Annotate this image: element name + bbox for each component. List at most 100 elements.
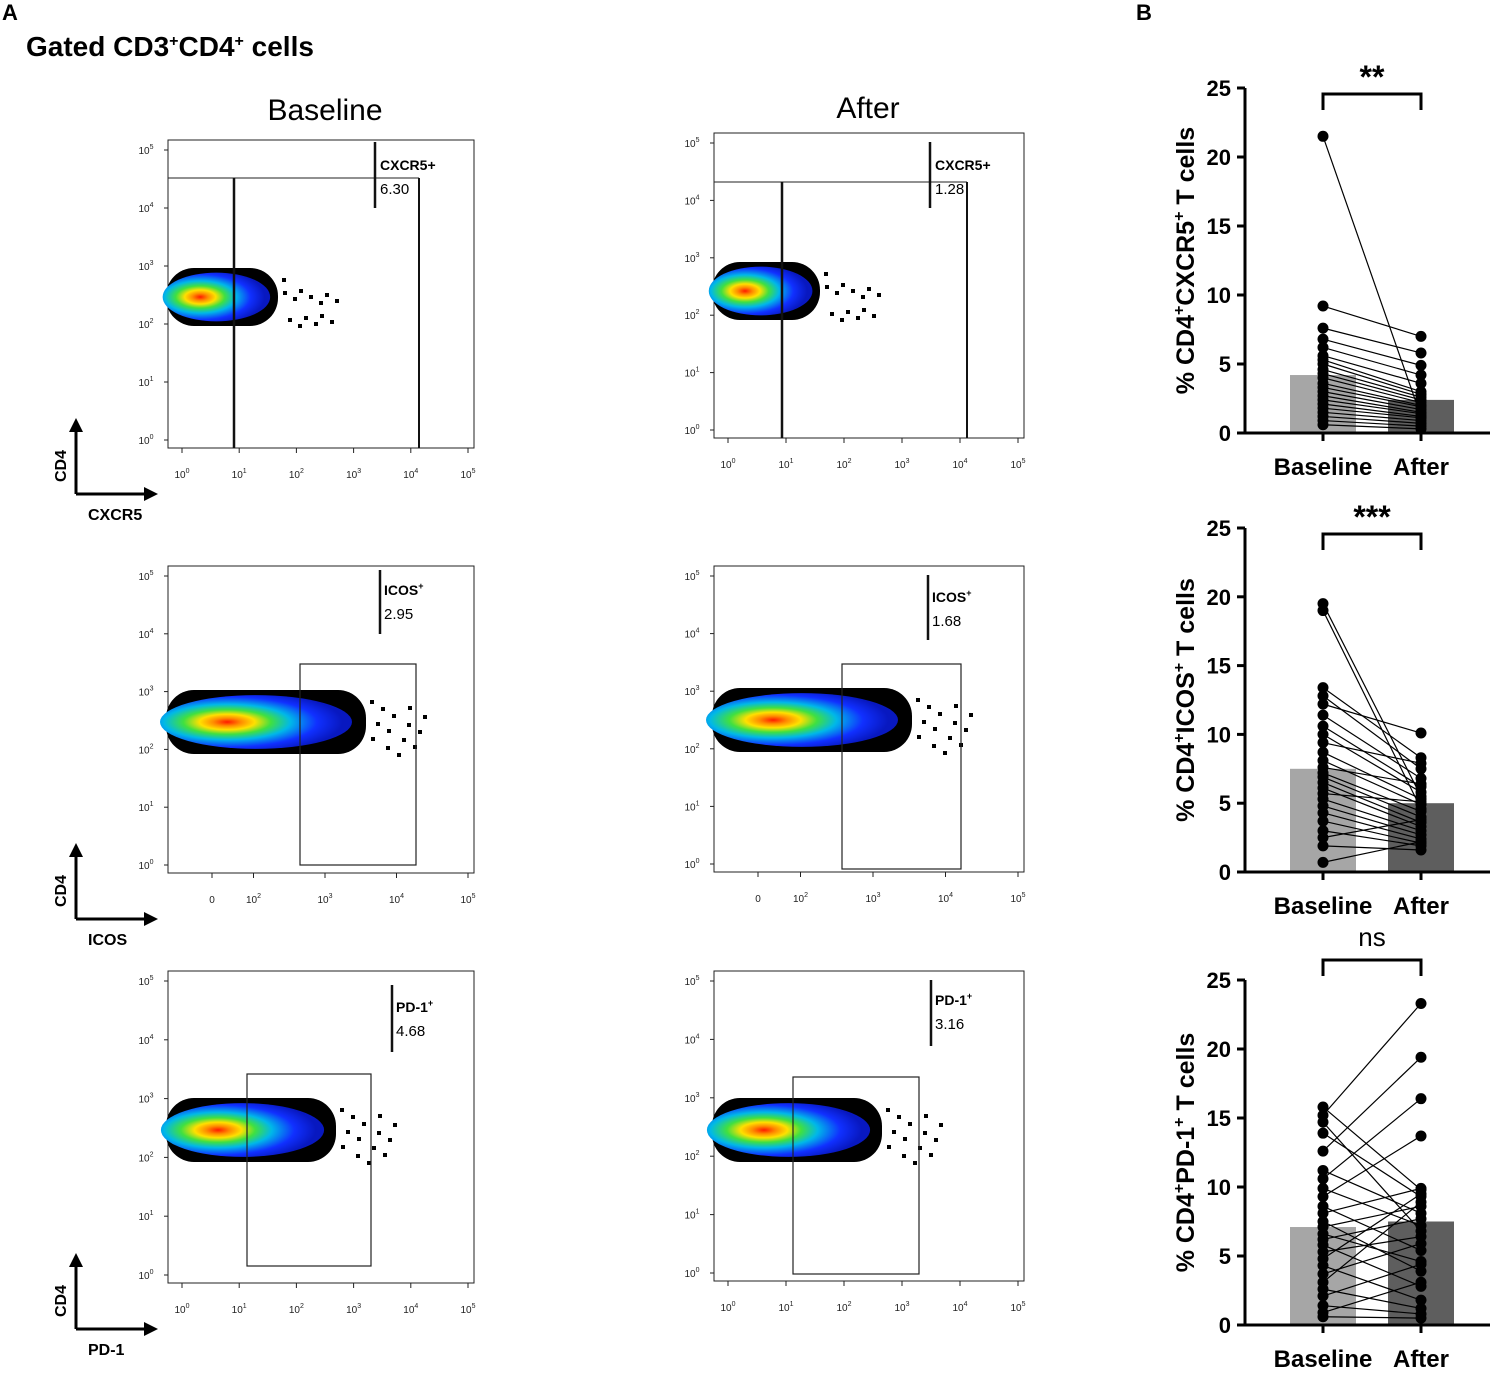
y-tick-label-exp: 1 <box>150 376 154 383</box>
event-dot <box>927 705 931 709</box>
y-axis-label: % CD4+CXCR5+ T cells <box>1171 127 1200 394</box>
point-baseline <box>1317 709 1329 721</box>
y-tick-label-base: 10 <box>138 1153 150 1164</box>
point-after <box>1415 1196 1427 1208</box>
x-tick-label-base: 10 <box>894 460 906 471</box>
y-tick-label: 10 <box>1207 722 1231 747</box>
density-core <box>160 1103 325 1157</box>
x-tick-label-base: 10 <box>1010 1303 1022 1314</box>
ylabel-sup: + <box>1171 1117 1188 1126</box>
x-tick-label: 101 <box>778 1301 793 1314</box>
y-tick-label: 105 <box>684 975 699 988</box>
point-baseline <box>1317 840 1329 852</box>
y-tick-label: 105 <box>138 144 153 157</box>
y-tick-label: 104 <box>684 1033 699 1046</box>
x-tick-label-exp: 3 <box>357 468 361 475</box>
pair-line <box>1322 805 1422 836</box>
y-tick-label-base: 10 <box>684 1094 696 1105</box>
x-tick-label: 105 <box>460 893 475 906</box>
arrowhead-right-icon <box>144 912 158 926</box>
y-tick-label: 102 <box>684 743 699 756</box>
event-dot <box>969 713 973 717</box>
y-tick-label-exp: 1 <box>696 800 700 807</box>
event-dot <box>309 295 313 299</box>
event-dot <box>304 316 308 320</box>
x-tick-label-base: 10 <box>232 470 244 481</box>
y-tick-label-base: 10 <box>138 977 150 988</box>
pair-line <box>1322 391 1422 411</box>
event-dot <box>413 745 417 749</box>
point-baseline <box>1317 1290 1329 1302</box>
y-tick-label: 103 <box>138 1093 153 1106</box>
y-tick-label: 100 <box>138 1269 153 1282</box>
pair-line <box>1322 411 1422 422</box>
y-tick-label-exp: 0 <box>696 424 700 431</box>
x-tick-label-base: 10 <box>289 1305 301 1316</box>
density-core <box>706 1103 871 1157</box>
pair-line <box>1322 338 1422 366</box>
x-tick-label-base: 10 <box>460 470 472 481</box>
event-dot <box>346 1130 350 1134</box>
x-tick-label-base: 10 <box>720 1303 732 1314</box>
density-core <box>708 266 813 316</box>
pair-line <box>1322 377 1422 404</box>
x-tick-label-base: 10 <box>246 895 258 906</box>
pair-line <box>1322 327 1422 354</box>
y-tick-label-base: 10 <box>684 1211 696 1222</box>
event-dot <box>918 1146 922 1150</box>
event-dot <box>892 1130 896 1134</box>
y-tick-label-exp: 3 <box>696 252 700 259</box>
x-tick-label: 100 <box>174 468 189 481</box>
y-tick-label-exp: 2 <box>696 1150 700 1157</box>
pair-line <box>1322 1121 1422 1232</box>
point-after <box>1415 1312 1427 1324</box>
x-tick-label: 103 <box>894 1301 909 1314</box>
x-tick-label: 0 <box>209 895 215 906</box>
point-baseline <box>1317 1182 1329 1194</box>
significance-bracket <box>1321 92 1423 110</box>
pair-line <box>1322 772 1422 813</box>
event-dot <box>378 1114 382 1118</box>
y-tick-label-exp: 1 <box>696 1209 700 1216</box>
ylabel-part: T cells <box>1172 1033 1200 1118</box>
x-tick-label-base: 10 <box>460 1305 472 1316</box>
point-baseline <box>1317 605 1329 617</box>
y-tick-label: 105 <box>138 975 153 988</box>
gate-label-sup: + <box>967 991 972 1001</box>
y-tick-label: 15 <box>1207 1106 1231 1131</box>
gate-percentage: 4.68 <box>396 1023 425 1040</box>
x-tick-label: 105 <box>460 468 475 481</box>
gate-label: ICOS+ <box>932 588 972 605</box>
pair-line <box>1322 830 1422 847</box>
y-tick-label: 100 <box>138 859 153 872</box>
y-tick-label: 103 <box>138 686 153 699</box>
x-tick-label: 100 <box>720 458 735 471</box>
point-after <box>1415 1258 1427 1270</box>
pair-line <box>1322 703 1422 734</box>
arrowhead-up-icon <box>69 843 83 857</box>
y-tick-label: 105 <box>684 137 699 150</box>
pair-line <box>1322 695 1422 770</box>
pair-line <box>1322 1316 1422 1319</box>
arrowhead-right-icon <box>144 1322 158 1336</box>
x-tick-label-base: 10 <box>952 1303 964 1314</box>
y-tick-label: 0 <box>1219 421 1231 446</box>
event-dot <box>325 293 329 297</box>
y-tick-label: 15 <box>1207 654 1231 679</box>
event-dot <box>824 272 828 276</box>
gate-box <box>792 1076 920 1275</box>
point-baseline <box>1317 807 1329 819</box>
ylabel-part: T cells <box>1172 127 1200 212</box>
column-title-baseline: Baseline <box>267 94 382 127</box>
y-tick-label-exp: 1 <box>150 801 154 808</box>
point-baseline <box>1317 1311 1329 1323</box>
y-tick-label: 102 <box>138 1151 153 1164</box>
pair-line <box>1322 1288 1422 1310</box>
ylabel-sup: + <box>1171 663 1188 672</box>
y-tick-label-exp: 5 <box>150 144 154 151</box>
category-label: Baseline <box>1274 454 1373 481</box>
y-tick-label-base: 10 <box>138 1271 150 1282</box>
point-baseline <box>1317 746 1329 758</box>
point-after <box>1415 997 1427 1009</box>
